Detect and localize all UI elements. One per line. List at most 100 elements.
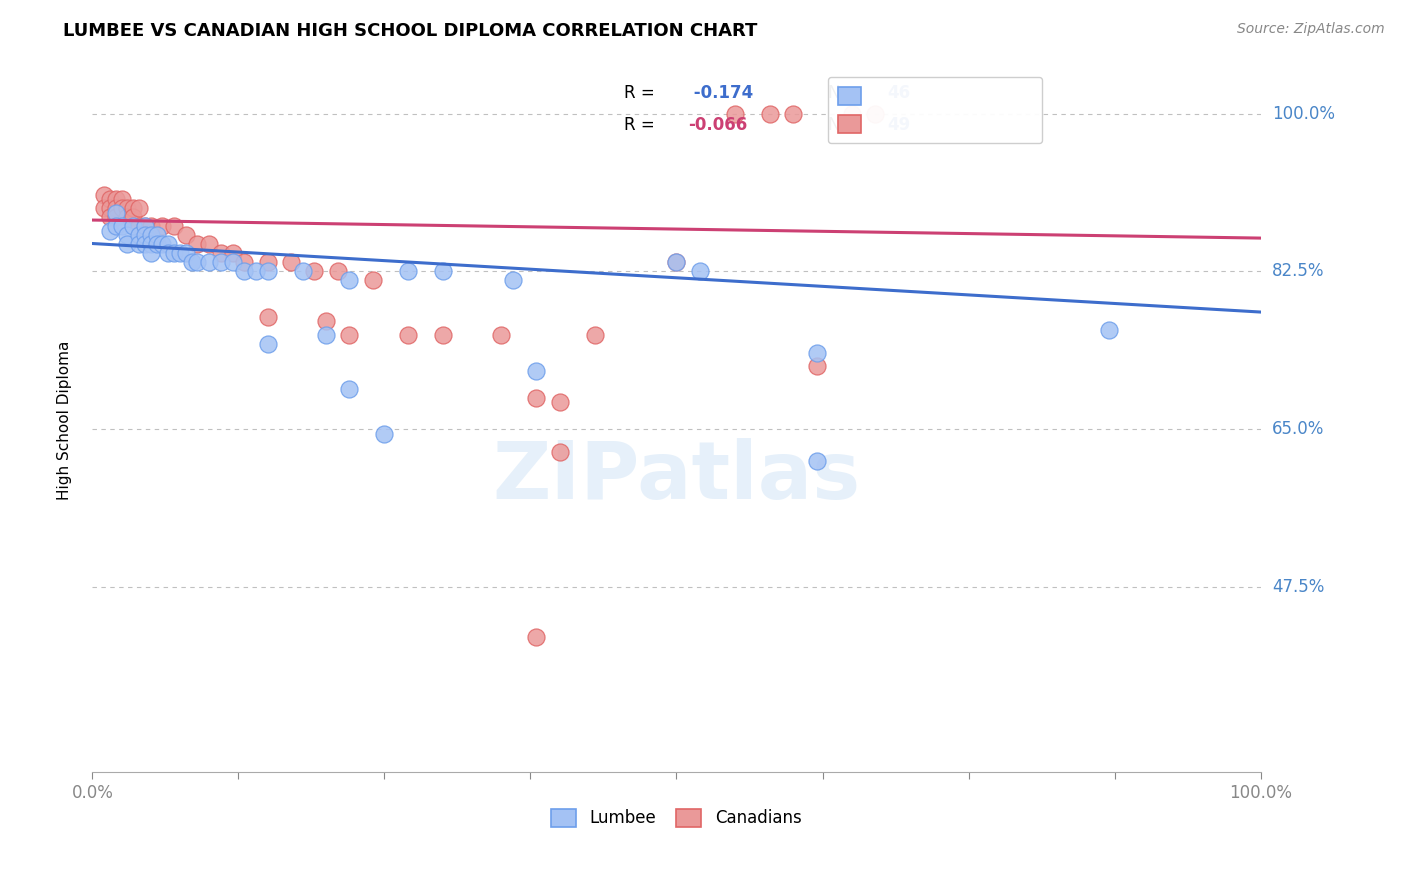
Point <box>169 246 191 260</box>
Point <box>221 255 243 269</box>
Point <box>256 336 278 351</box>
Point <box>806 345 828 359</box>
Point <box>128 237 150 252</box>
Text: -0.174: -0.174 <box>688 84 754 103</box>
Point <box>104 192 127 206</box>
Point <box>863 106 886 120</box>
Point <box>256 264 278 278</box>
Text: ZIPatlas: ZIPatlas <box>492 438 860 516</box>
Point <box>157 246 180 260</box>
Point <box>163 219 186 234</box>
Text: R =: R = <box>624 84 659 103</box>
Point <box>489 327 512 342</box>
Point <box>128 228 150 243</box>
Point <box>152 219 174 234</box>
Point <box>98 202 121 216</box>
Point <box>759 106 782 120</box>
Point <box>337 327 360 342</box>
Point <box>432 327 454 342</box>
Point <box>104 202 127 216</box>
Point <box>174 228 197 243</box>
Point <box>373 426 395 441</box>
Point <box>98 211 121 225</box>
Point <box>139 219 162 234</box>
Point <box>233 255 256 269</box>
Y-axis label: High School Diploma: High School Diploma <box>58 341 72 500</box>
Point <box>152 237 174 252</box>
Text: 65.0%: 65.0% <box>1272 420 1324 438</box>
Point <box>145 228 167 243</box>
Point <box>502 273 524 287</box>
Point <box>337 382 360 396</box>
Point <box>122 202 145 216</box>
Point <box>396 327 419 342</box>
Point <box>315 314 337 328</box>
Point <box>583 327 606 342</box>
Point <box>117 202 139 216</box>
Text: 100.0%: 100.0% <box>1272 104 1334 122</box>
Point <box>1098 323 1121 337</box>
Point <box>245 264 267 278</box>
Point <box>110 202 132 216</box>
Point <box>665 255 688 269</box>
Text: 82.5%: 82.5% <box>1272 262 1324 280</box>
Text: N =: N = <box>828 84 865 103</box>
Point <box>134 219 156 234</box>
Point <box>134 219 156 234</box>
Point <box>396 264 419 278</box>
Point <box>665 255 688 269</box>
Point <box>198 237 221 252</box>
Point <box>117 228 139 243</box>
Point <box>117 211 139 225</box>
Point <box>186 237 208 252</box>
Point <box>122 219 145 234</box>
Point <box>361 273 384 287</box>
Point <box>548 395 571 409</box>
Point <box>291 264 314 278</box>
Point <box>524 364 547 378</box>
Text: 47.5%: 47.5% <box>1272 578 1324 596</box>
Point <box>139 246 162 260</box>
Point <box>145 237 167 252</box>
Point <box>782 106 804 120</box>
Point <box>198 255 221 269</box>
Point <box>128 202 150 216</box>
Point <box>134 237 156 252</box>
Point <box>304 264 326 278</box>
Point <box>139 228 162 243</box>
Point <box>122 211 145 225</box>
Point <box>256 255 278 269</box>
Point <box>139 237 162 252</box>
Point <box>689 264 711 278</box>
Text: Source: ZipAtlas.com: Source: ZipAtlas.com <box>1237 22 1385 37</box>
Point <box>315 327 337 342</box>
Text: 49: 49 <box>887 116 910 134</box>
Point <box>280 255 302 269</box>
Point <box>104 211 127 225</box>
Point <box>209 246 232 260</box>
Point <box>134 228 156 243</box>
Point <box>157 237 180 252</box>
Point <box>337 273 360 287</box>
Point <box>128 219 150 234</box>
Point <box>524 391 547 405</box>
Point <box>93 202 115 216</box>
Point <box>326 264 349 278</box>
Point <box>256 310 278 324</box>
Point <box>806 454 828 468</box>
Point <box>233 264 256 278</box>
Point <box>104 206 127 220</box>
Text: R =: R = <box>624 116 659 134</box>
Point <box>163 246 186 260</box>
Point <box>724 106 747 120</box>
Point <box>432 264 454 278</box>
Point <box>174 246 197 260</box>
Point <box>110 219 132 234</box>
Point <box>209 255 232 269</box>
Point <box>98 192 121 206</box>
Point <box>98 224 121 238</box>
Legend: Lumbee, Canadians: Lumbee, Canadians <box>544 802 808 834</box>
Point <box>548 445 571 459</box>
Point <box>117 237 139 252</box>
Point <box>186 255 208 269</box>
